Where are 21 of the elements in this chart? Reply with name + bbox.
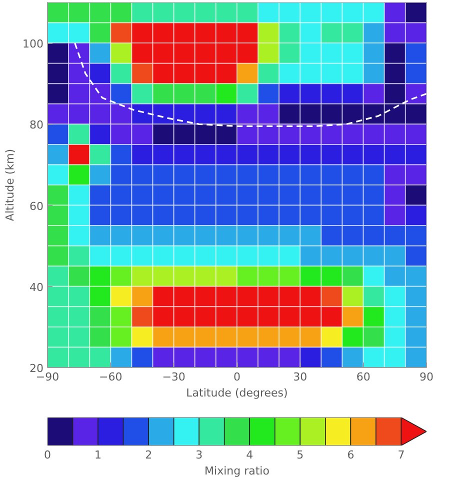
y-axis-title: Altitude (km) [4, 148, 17, 222]
x-tick-label: −30 [162, 370, 186, 384]
x-tick-label: 60 [356, 370, 370, 384]
color-bar-title: Mixing ratio [204, 464, 270, 478]
y-tick-label: 40 [30, 280, 44, 294]
color-bar-label: 1 [94, 448, 102, 462]
y-tick-label: 80 [30, 118, 44, 132]
color-bar-label: 7 [398, 448, 405, 462]
y-tick-label: 60 [30, 200, 44, 213]
color-bar-label: 5 [296, 448, 304, 462]
x-tick-label: 0 [234, 370, 240, 384]
color-bar-label: 2 [145, 448, 152, 462]
x-tick-label: −60 [99, 370, 122, 384]
x-tick-label: 30 [293, 370, 308, 384]
y-tick-label: 100 [22, 38, 44, 51]
x-axis-title: Latitude (degrees) [186, 386, 288, 400]
color-bar-label: 3 [196, 448, 203, 462]
color-bar-label: 4 [246, 448, 254, 462]
x-tick-label: 90 [420, 370, 434, 384]
color-bar-label: 6 [347, 448, 354, 462]
color-bar-label: 0 [44, 448, 51, 462]
